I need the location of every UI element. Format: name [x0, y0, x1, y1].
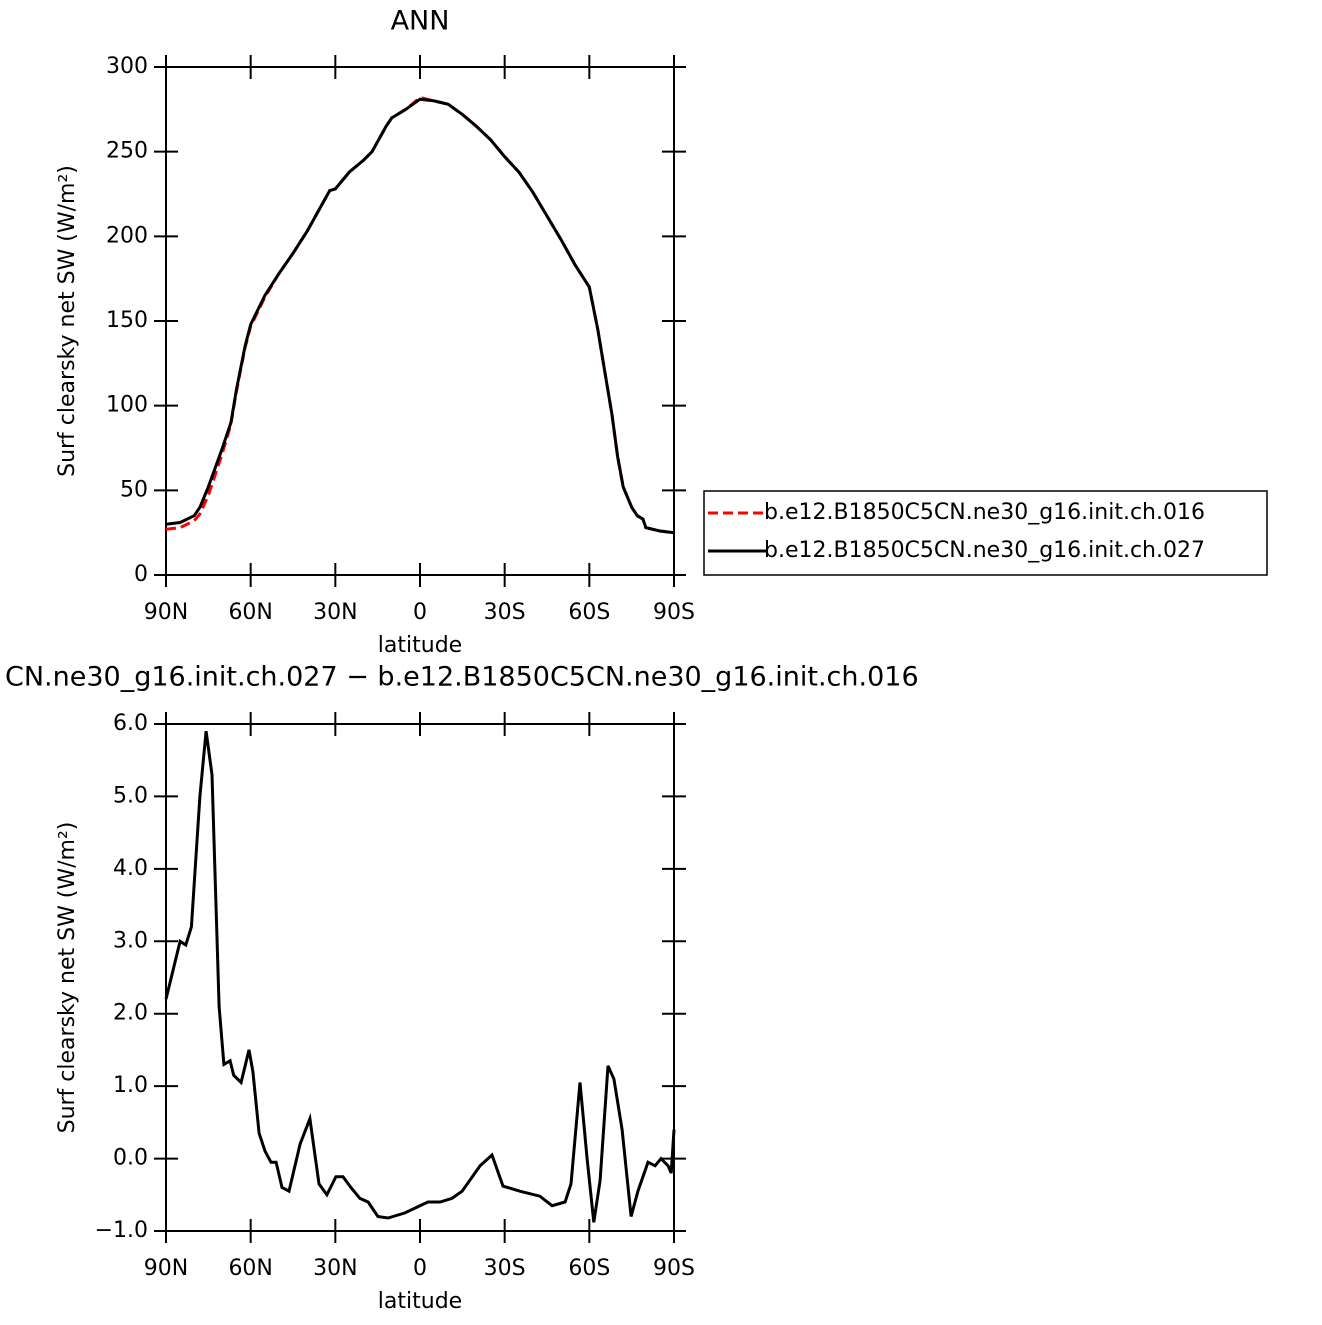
y-tick-label: 300 — [106, 54, 148, 79]
x-tick-label: 0 — [413, 600, 427, 625]
x-tick-label: 90S — [653, 1256, 695, 1281]
x-tick-label: 90S — [653, 600, 695, 625]
y-tick-label: 100 — [106, 393, 148, 418]
x-tick-label: 90N — [144, 1256, 188, 1281]
y-tick-label: 5.0 — [113, 783, 148, 808]
y-axis-label: Surf clearsky net SW (W/m²) — [55, 822, 80, 1134]
series-line — [165, 97, 675, 535]
y-tick-label: 3.0 — [113, 928, 148, 953]
y-tick-label: 200 — [106, 223, 148, 248]
legend-label: b.e12.B1850C5CN.ne30_g16.init.ch.027 — [764, 538, 1205, 563]
x-tick-label: 60N — [228, 600, 272, 625]
y-tick-label: 0 — [134, 562, 148, 587]
x-tick-label: 30S — [484, 600, 526, 625]
y-tick-label: 150 — [106, 308, 148, 333]
x-tick-label: 30S — [484, 1256, 526, 1281]
chart-title: ANN — [391, 6, 450, 37]
x-tick-label: 0 — [413, 1256, 427, 1281]
legend-label: b.e12.B1850C5CN.ne30_g16.init.ch.016 — [764, 500, 1205, 525]
y-tick-label: 2.0 — [113, 1001, 148, 1026]
y-tick-label: 6.0 — [113, 711, 148, 736]
x-axis-label: latitude — [378, 1289, 462, 1314]
series-line — [165, 95, 675, 535]
x-tick-label: 60S — [568, 1256, 610, 1281]
x-tick-label: 30N — [313, 600, 357, 625]
legend-box — [703, 490, 1268, 576]
series-line — [164, 730, 676, 1223]
y-tick-label: 4.0 — [113, 856, 148, 881]
x-tick-label: 60S — [568, 600, 610, 625]
plot-frame — [165, 723, 675, 1232]
y-tick-label: 1.0 — [113, 1073, 148, 1098]
y-tick-label: 250 — [106, 139, 148, 164]
plot-frame — [165, 66, 675, 576]
x-axis-label: latitude — [378, 633, 462, 658]
y-tick-label: 50 — [120, 477, 148, 502]
x-tick-label: 90N — [144, 600, 188, 625]
x-tick-label: 60N — [228, 1256, 272, 1281]
y-axis-label: Surf clearsky net SW (W/m²) — [55, 165, 80, 477]
x-tick-label: 30N — [313, 1256, 357, 1281]
y-tick-label: 0.0 — [113, 1146, 148, 1171]
y-tick-label: −1.0 — [95, 1218, 148, 1243]
chart-title: CN.ne30_g16.init.ch.027 − b.e12.B1850C5C… — [5, 662, 919, 693]
